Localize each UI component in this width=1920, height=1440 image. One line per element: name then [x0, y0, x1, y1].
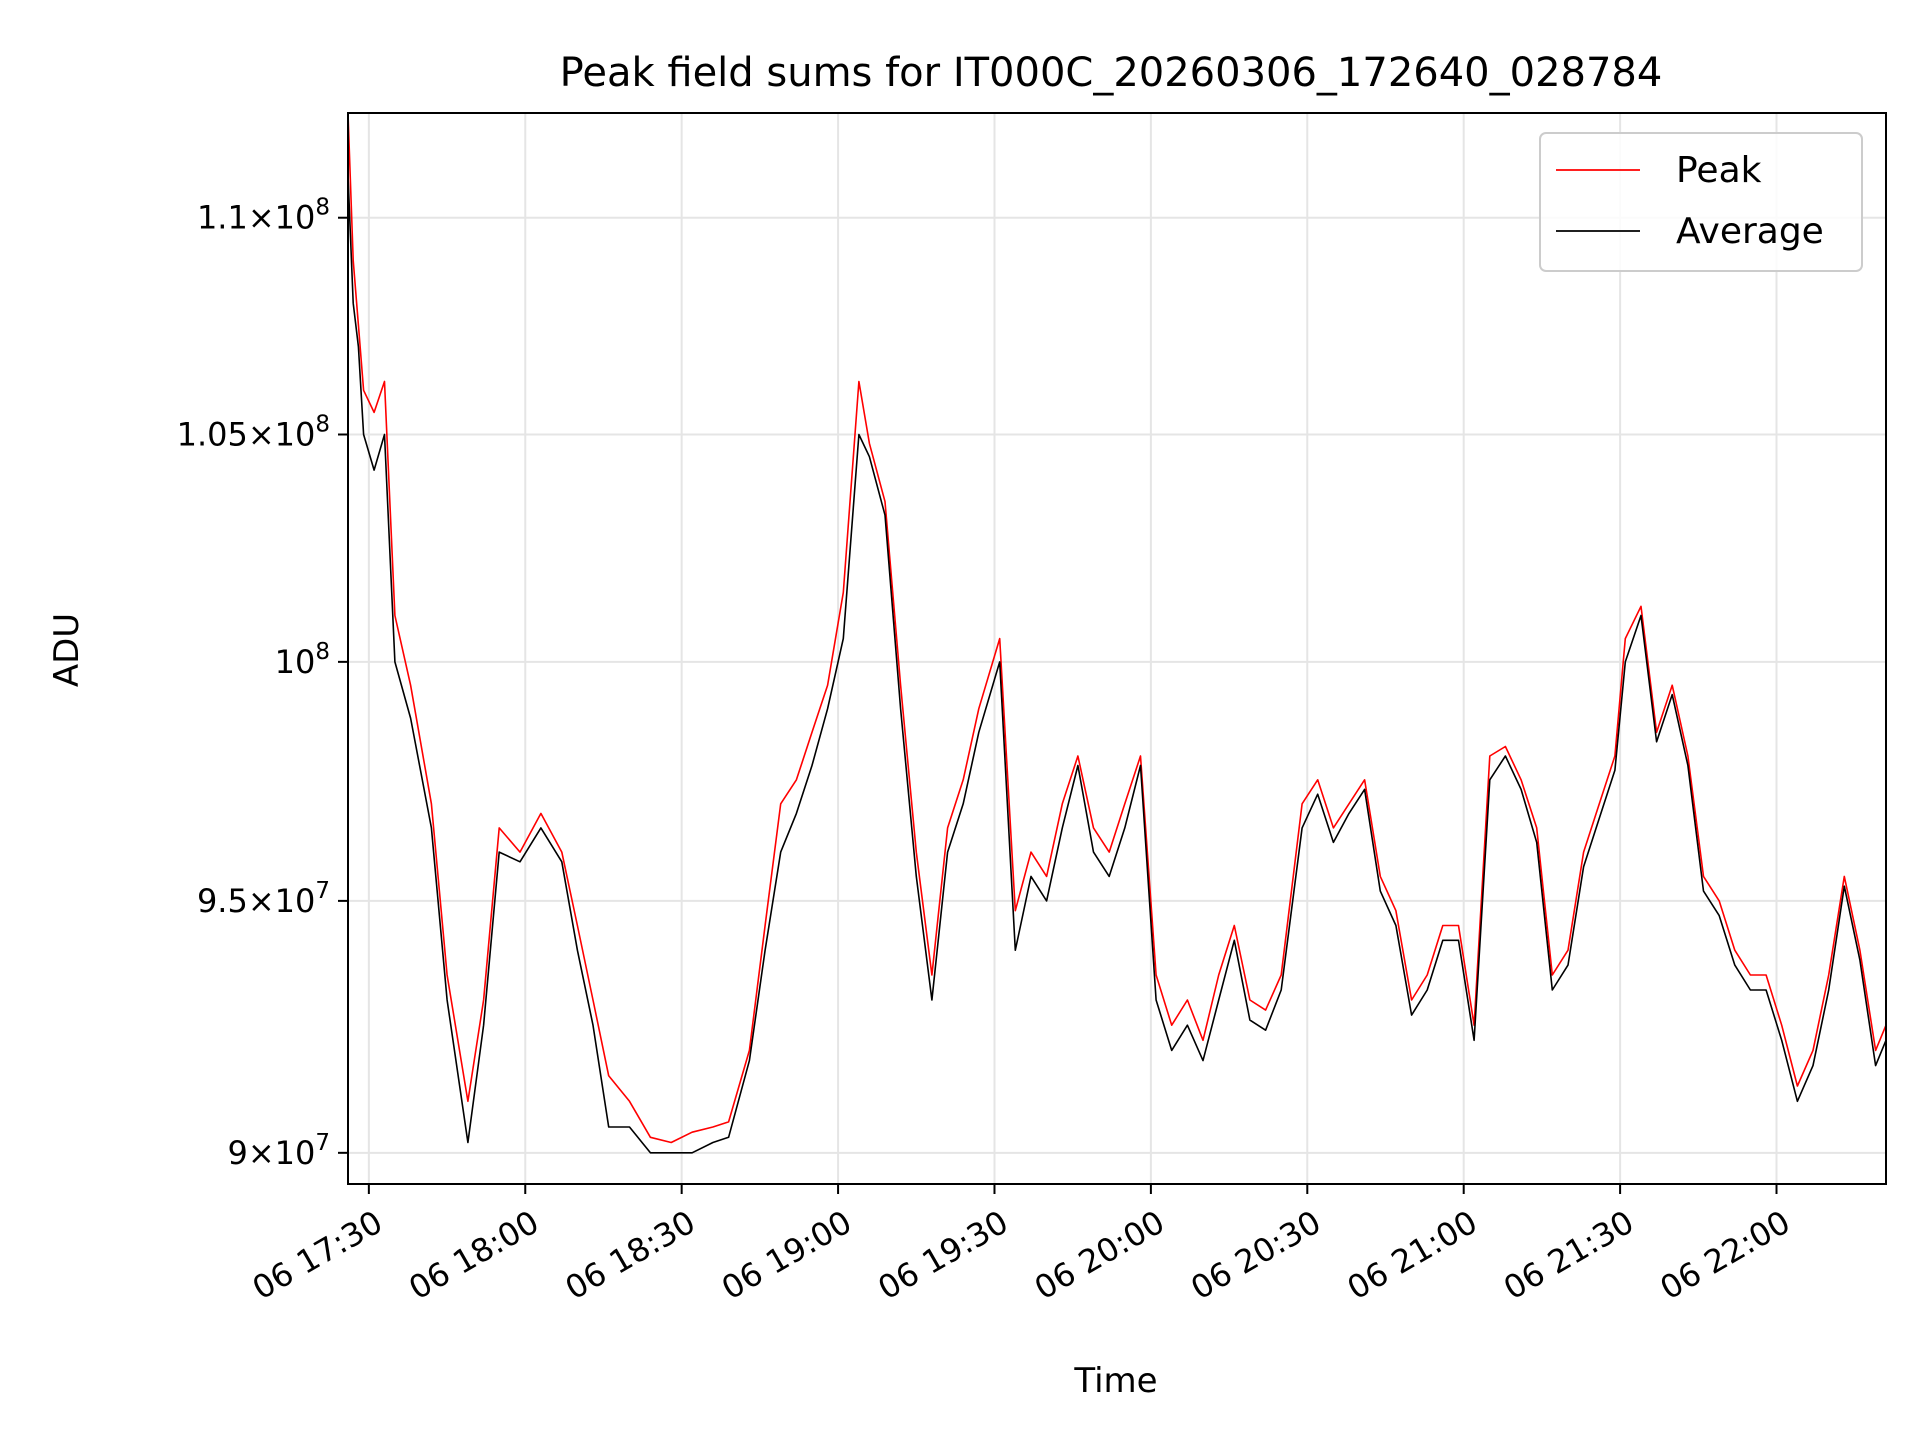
y-axis-label: ADU — [47, 613, 87, 687]
y-axis-ticks: 9×107 9.5×107 108 1.05×108 1.1×108 — [177, 195, 348, 1172]
legend-box — [1539, 132, 1863, 272]
legend-label-peak: Peak — [1676, 150, 1762, 191]
chart-title: Peak field sums for IT000C_20260306_1726… — [560, 50, 1663, 96]
y-tick-label: 1.05×108 — [177, 412, 330, 454]
series-line-peak — [347, 112, 1887, 1144]
x-axis-label: Time — [1073, 1361, 1157, 1401]
y-tick-label: 108 — [275, 639, 330, 681]
series-line-average — [347, 175, 1887, 1154]
legend-label-average: Average — [1676, 211, 1824, 252]
legend: Peak Average — [1539, 132, 1863, 272]
y-tick-label: 9.5×107 — [197, 878, 330, 920]
y-tick-label: 1.1×108 — [197, 195, 330, 237]
y-tick-label: 9×107 — [227, 1130, 330, 1172]
plot-frame — [347, 112, 1887, 1185]
series-lines — [347, 112, 1887, 1154]
grid — [348, 113, 1886, 1184]
